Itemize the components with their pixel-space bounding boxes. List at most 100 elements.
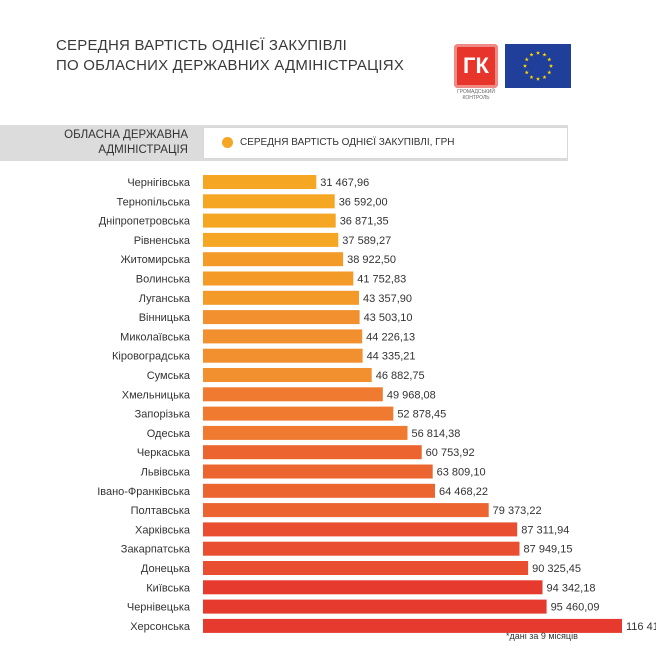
value-label: 36 871,35 <box>340 216 389 228</box>
value-label: 41 752,83 <box>357 274 406 286</box>
bar <box>203 618 622 633</box>
category-label: Черкаська <box>137 447 191 459</box>
category-label: Чернігівська <box>127 177 191 189</box>
header-region-label: ОБЛАСНА ДЕРЖАВНА АДМІНІСТРАЦІЯ <box>0 125 196 161</box>
chart-title-line-1: СЕРЕДНЯ ВАРТІСТЬ ОДНІЄЇ ЗАКУПІВЛІ <box>56 37 348 54</box>
category-label: Донецька <box>141 563 191 575</box>
category-label: Полтавська <box>131 505 191 517</box>
bar <box>203 329 363 344</box>
value-label: 63 809,10 <box>437 467 486 479</box>
eu-star-icon <box>547 70 552 75</box>
bar <box>203 368 372 382</box>
bar <box>203 561 529 575</box>
bar <box>203 464 433 479</box>
value-label: 60 753,92 <box>426 447 475 459</box>
category-label: Вінницька <box>139 312 191 324</box>
legend-label: СЕРЕДНЯ ВАРТІСТЬ ОДНІЄЇ ЗАКУПІВЛІ, ГРН <box>240 137 455 148</box>
eu-star-icon <box>529 52 534 57</box>
bar <box>203 541 520 556</box>
eu-star-icon <box>542 52 547 57</box>
value-label: 37 589,27 <box>342 235 391 247</box>
bar <box>203 213 336 228</box>
bar <box>203 387 383 402</box>
value-label: 116 418,80 <box>626 621 656 633</box>
category-label: Івано-Франківська <box>97 486 191 498</box>
bar <box>203 310 360 325</box>
category-label: Сумська <box>147 370 191 382</box>
bar <box>203 175 317 189</box>
value-label: 64 468,22 <box>439 486 488 498</box>
category-label: Одеська <box>147 428 191 440</box>
value-label: 44 335,21 <box>367 351 416 363</box>
value-label: 46 882,75 <box>376 370 425 382</box>
bar <box>203 406 394 421</box>
bar <box>203 445 422 460</box>
eu-star-icon <box>548 63 554 68</box>
bar <box>203 232 339 247</box>
header-region-label-line-2: АДМІНІСТРАЦІЯ <box>98 144 188 156</box>
category-label: Львівська <box>141 467 191 479</box>
value-label: 94 342,18 <box>547 582 596 594</box>
value-label: 95 460,09 <box>551 602 600 614</box>
category-label: Тернопільська <box>117 196 191 208</box>
value-label: 49 968,08 <box>387 389 436 401</box>
category-label: Хмельницька <box>122 389 191 401</box>
eu-star-icon <box>547 57 552 62</box>
bar <box>203 290 359 305</box>
eu-star-icon <box>535 50 541 55</box>
category-label: Кіровоградська <box>112 351 191 363</box>
eu-star-icon <box>524 57 529 62</box>
category-label: Запорізька <box>135 409 191 421</box>
bar <box>203 271 354 286</box>
bar <box>203 599 547 614</box>
category-label: Закарпатська <box>121 544 191 556</box>
value-label: 31 467,96 <box>320 177 369 189</box>
value-label: 43 503,10 <box>364 312 413 324</box>
eu-flag-icon <box>505 44 571 88</box>
bar <box>203 348 363 363</box>
value-label: 87 311,94 <box>521 524 569 536</box>
eu-star-icon <box>535 76 541 81</box>
bar <box>203 503 489 518</box>
bar <box>203 252 344 267</box>
header-region-label-line-1: ОБЛАСНА ДЕРЖАВНА <box>64 129 188 141</box>
value-label: 90 325,45 <box>532 563 581 575</box>
eu-star-icon <box>524 70 529 75</box>
gk-logo: ГК <box>454 44 498 88</box>
gk-logo-subtitle-2: КОНТРОЛЬ <box>462 95 490 101</box>
category-label: Рівненська <box>134 235 191 247</box>
gk-logo-letters: ГК <box>463 53 489 78</box>
category-label: Харківська <box>135 524 191 536</box>
category-label: Миколаївська <box>120 331 191 343</box>
value-label: 38 922,50 <box>347 254 396 266</box>
value-label: 87 949,15 <box>524 544 573 556</box>
bar <box>203 483 435 498</box>
category-label: Житомирська <box>120 254 190 266</box>
bar <box>203 194 335 209</box>
category-label: Волинська <box>136 274 191 286</box>
category-label: Чернівецька <box>127 602 191 614</box>
eu-star-icon <box>522 63 528 68</box>
gk-logo-subtitle-1: ГРОМАДСЬКИЙ <box>457 89 495 95</box>
value-label: 43 357,90 <box>363 293 412 305</box>
value-label: 56 814,38 <box>411 428 460 440</box>
value-label: 79 373,22 <box>493 505 542 517</box>
category-label: Київська <box>146 582 191 594</box>
bar <box>203 580 543 595</box>
footnote: *дані за 9 місяців <box>506 631 578 641</box>
category-label: Херсонська <box>130 621 191 633</box>
value-label: 36 592,00 <box>339 196 388 208</box>
eu-star-icon <box>542 75 547 80</box>
bar <box>203 425 408 440</box>
legend-box <box>203 127 568 159</box>
gk-logo-subtitle: ГРОМАДСЬКИЙ КОНТРОЛЬ <box>448 89 504 101</box>
legend-marker <box>222 137 233 148</box>
bar <box>203 522 518 537</box>
category-label: Луганська <box>139 293 191 305</box>
category-label: Дніпропетровська <box>99 216 191 228</box>
eu-star-icon <box>529 75 534 80</box>
chart-title-line-2: ПО ОБЛАСНИХ ДЕРЖАВНИХ АДМІНІСТРАЦІЯХ <box>56 57 405 74</box>
value-label: 44 226,13 <box>366 331 415 343</box>
value-label: 52 878,45 <box>397 409 446 421</box>
